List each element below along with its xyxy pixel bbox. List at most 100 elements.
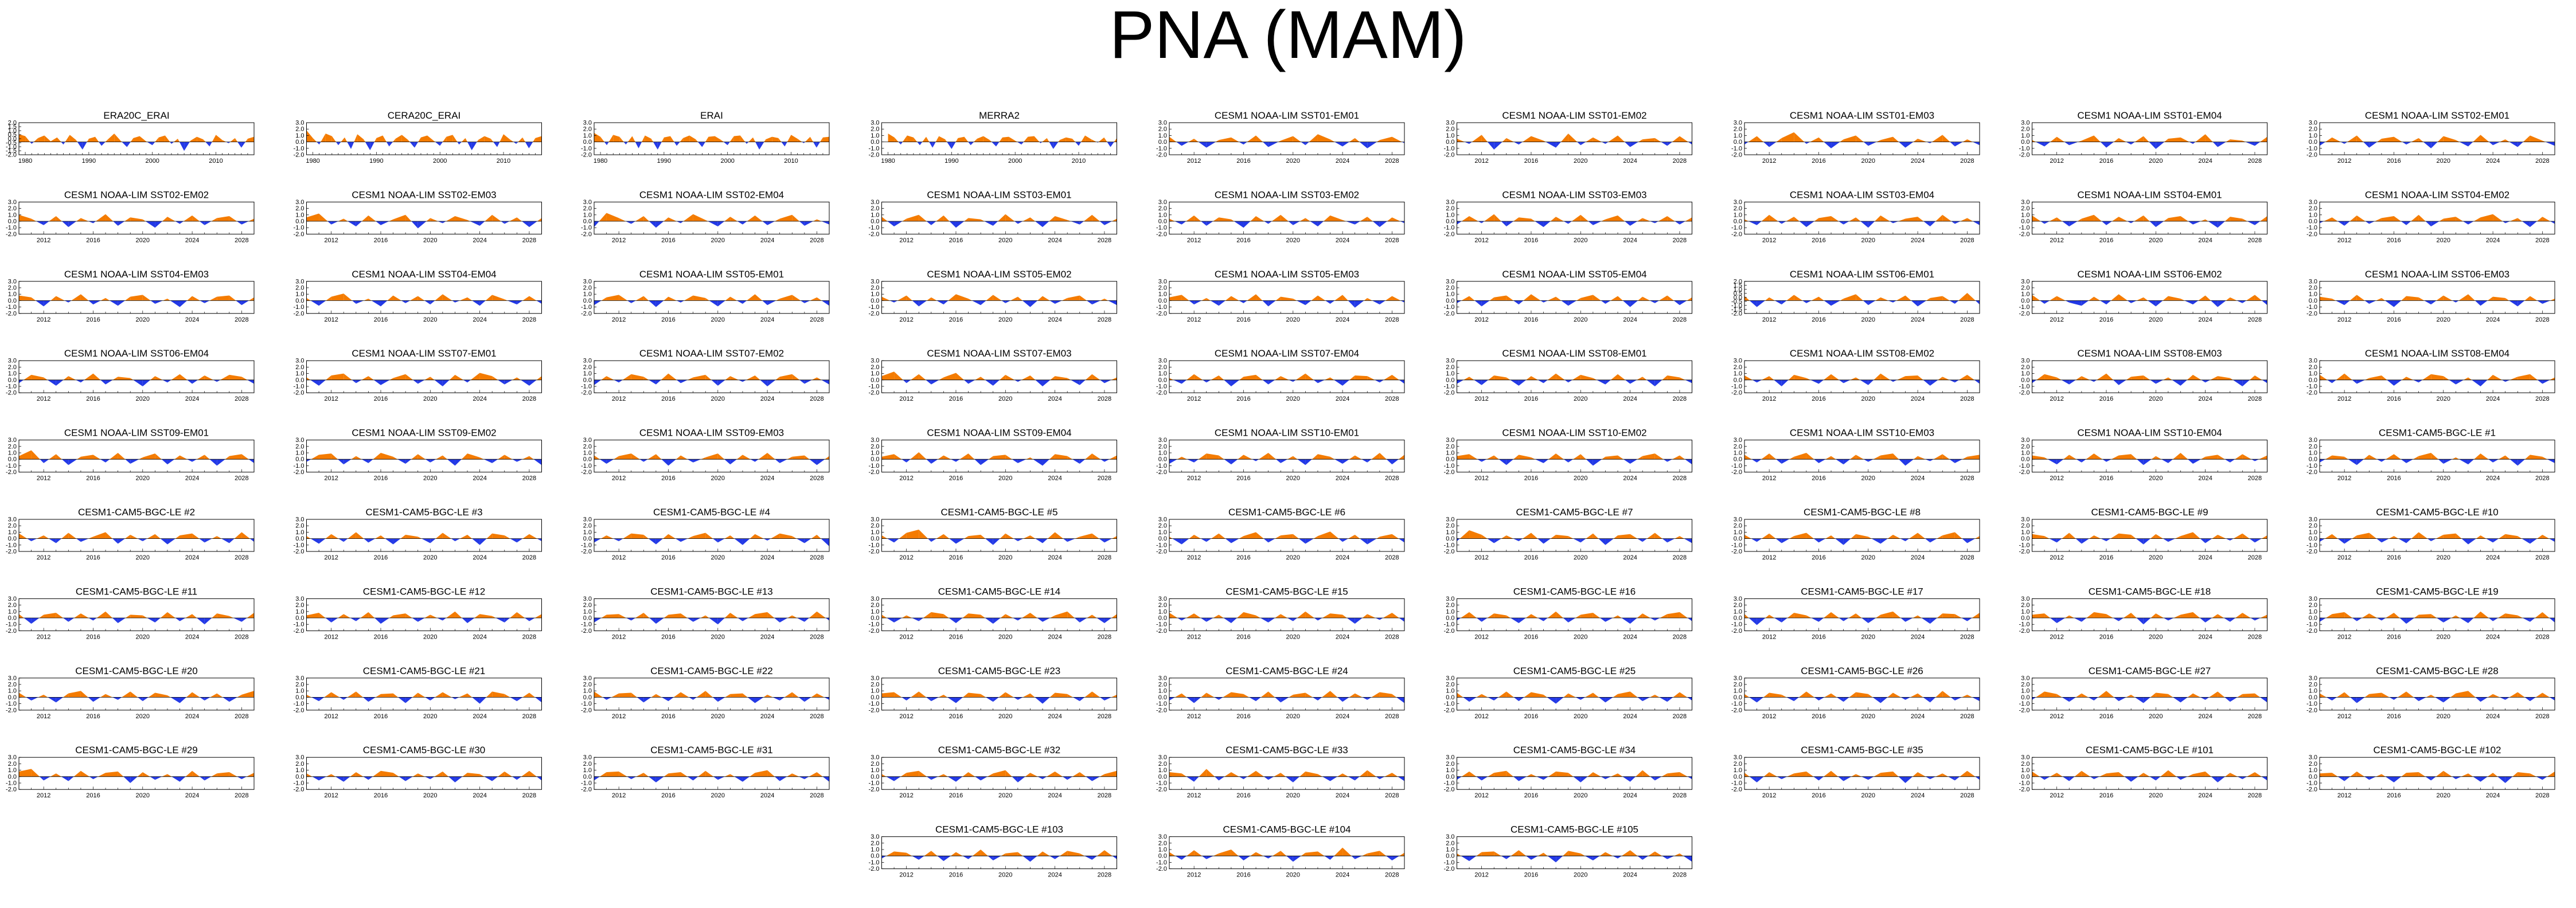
x-tick-label: 2024	[1048, 316, 1061, 323]
positive-area	[1293, 456, 1298, 460]
positive-area	[2111, 455, 2119, 460]
negative-area	[1543, 618, 1548, 621]
negative-area	[380, 300, 388, 307]
negative-area	[145, 221, 155, 228]
negative-area	[1506, 459, 1513, 465]
positive-area	[1531, 136, 1544, 142]
y-tick-label: 0.0	[1158, 615, 1167, 622]
negative-area	[2509, 142, 2518, 147]
negative-area	[1537, 379, 1544, 383]
x-tick-label: 2024	[760, 316, 774, 323]
positive-area	[2218, 455, 2225, 460]
y-tick-label: 2.0	[1446, 523, 1454, 530]
y-tick-label: -1.0	[1444, 304, 1455, 311]
negative-area	[1071, 379, 1080, 385]
positive-area	[1547, 611, 1556, 618]
positive-area	[1219, 217, 1231, 221]
negative-area	[1035, 538, 1043, 543]
positive-area	[1794, 613, 1806, 618]
negative-area	[1513, 300, 1519, 305]
positive-area	[2376, 298, 2382, 301]
positive-area	[1219, 375, 1224, 380]
negative-area	[1561, 300, 1568, 306]
x-tick-label: 2012	[2337, 158, 2351, 165]
positive-area	[1789, 536, 1794, 539]
negative-area	[1831, 142, 1840, 148]
negative-area	[361, 459, 369, 463]
x-tick-label: 2028	[2248, 633, 2262, 640]
negative-area	[1751, 538, 1757, 542]
negative-area	[889, 300, 895, 303]
negative-area	[2193, 300, 2199, 305]
positive-area	[133, 136, 140, 142]
panel-title: CESM1 NOAA-LIM SST08-EM03	[2077, 348, 2222, 359]
x-tick-label: 2012	[37, 475, 50, 482]
panel-title: CESM1 NOAA-LIM SST03-EM04	[1790, 189, 1934, 200]
x-tick-label: 2028	[1098, 237, 1111, 244]
negative-area	[1288, 221, 1293, 225]
negative-area	[2056, 618, 2066, 623]
negative-area	[1975, 300, 1980, 305]
panel-frame	[2032, 201, 2267, 234]
positive-area	[2242, 218, 2247, 221]
negative-area	[2468, 142, 2473, 147]
positive-area	[619, 136, 624, 142]
positive-area	[594, 132, 601, 142]
y-tick-label: 3.0	[2021, 437, 2029, 444]
positive-area	[2086, 453, 2094, 460]
positive-area	[400, 534, 406, 539]
positive-area	[2480, 535, 2487, 539]
y-tick-label: 3.0	[295, 278, 304, 285]
negative-area	[2369, 300, 2376, 304]
y-tick-label: 2.0	[2021, 285, 2029, 292]
y-tick-label: 2.0	[1446, 126, 1454, 133]
positive-area	[1055, 216, 1068, 221]
negative-area	[417, 618, 425, 622]
negative-area	[1962, 538, 1968, 543]
panel-title: CESM1-CAM5-BGC-LE #19	[2376, 586, 2499, 597]
x-tick-label: 2028	[1673, 633, 1687, 640]
x-tick-label: 2020	[136, 475, 150, 482]
positive-area	[1295, 373, 1306, 380]
negative-area	[804, 618, 809, 622]
positive-area	[319, 453, 331, 460]
negative-area	[1268, 618, 1275, 623]
positive-area	[755, 215, 763, 221]
negative-area	[205, 142, 210, 147]
positive-area	[393, 374, 406, 380]
negative-area	[122, 142, 127, 147]
x-tick-label: 2012	[37, 237, 50, 244]
y-tick-label: -0.5	[6, 140, 17, 147]
panel-frame	[881, 360, 1117, 393]
panel: CESM1 NOAA-LIM SST09-EM043.02.01.00.0-1.…	[869, 428, 1117, 482]
y-tick-label: -2.0	[2306, 549, 2317, 555]
x-tick-label: 2016	[661, 475, 675, 482]
positive-area	[492, 376, 498, 380]
positive-area	[529, 534, 537, 539]
negative-area	[1017, 379, 1022, 382]
negative-area	[1457, 300, 1462, 303]
positive-area	[192, 614, 197, 618]
negative-area	[931, 538, 936, 542]
negative-area	[1905, 618, 1913, 622]
negative-area	[106, 459, 110, 463]
positive-area	[393, 214, 406, 221]
y-tick-label: 3.0	[1158, 596, 1167, 602]
negative-area	[1367, 459, 1372, 463]
x-tick-label: 2020	[1574, 475, 1587, 482]
negative-area	[1457, 618, 1461, 621]
negative-area	[1974, 379, 1980, 384]
positive-area	[655, 454, 662, 460]
x-tick-label: 2024	[760, 237, 774, 244]
positive-area	[2374, 218, 2382, 221]
positive-area	[2118, 294, 2128, 301]
positive-area	[779, 214, 793, 221]
negative-area	[93, 618, 97, 621]
positive-area	[1757, 136, 1764, 142]
x-tick-label: 2024	[760, 633, 774, 640]
positive-area	[2363, 455, 2370, 460]
y-tick-label: 2.0	[1446, 364, 1454, 371]
negative-area	[2230, 459, 2235, 463]
y-tick-label: -1.0	[581, 304, 592, 311]
positive-area	[2332, 217, 2338, 221]
